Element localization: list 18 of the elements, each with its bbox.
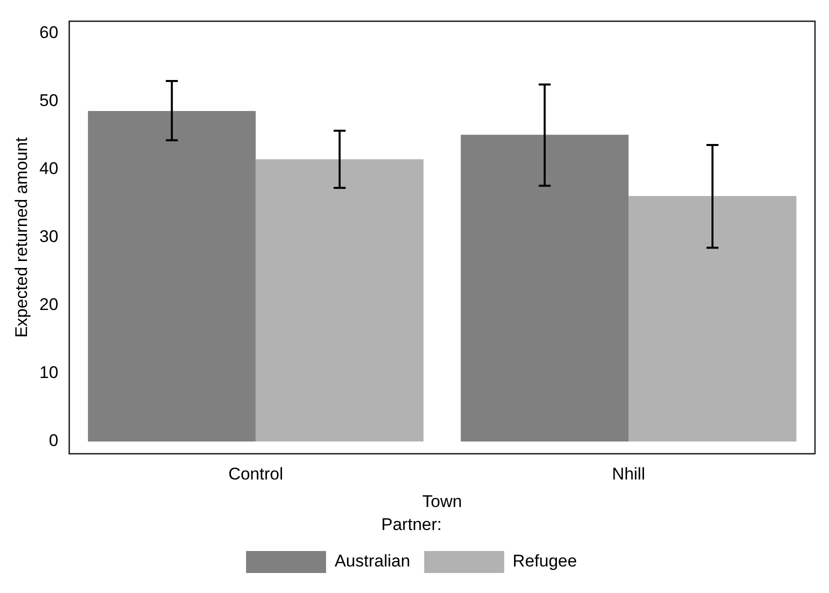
y-tick-label: 10 (39, 363, 58, 382)
bar (256, 159, 424, 442)
y-tick-label: 50 (39, 91, 58, 110)
x-tick-label: Control (228, 464, 284, 484)
y-tick-label: 0 (48, 431, 58, 450)
bar (460, 134, 629, 442)
bar (88, 110, 256, 442)
y-tick-label: 20 (39, 295, 58, 314)
y-tick-label: 40 (39, 159, 58, 178)
y-axis-title: Expected returned amount (12, 137, 31, 338)
legend-title: Partner: (381, 514, 442, 534)
legend-label: Refugee (512, 552, 577, 571)
legend-label: Australian (334, 552, 410, 571)
y-tick-label: 30 (39, 227, 58, 246)
x-axis-title: Town (422, 492, 462, 512)
x-tick-label: Nhill (612, 464, 646, 484)
bar (628, 196, 796, 442)
y-tick-label: 60 (39, 23, 58, 42)
